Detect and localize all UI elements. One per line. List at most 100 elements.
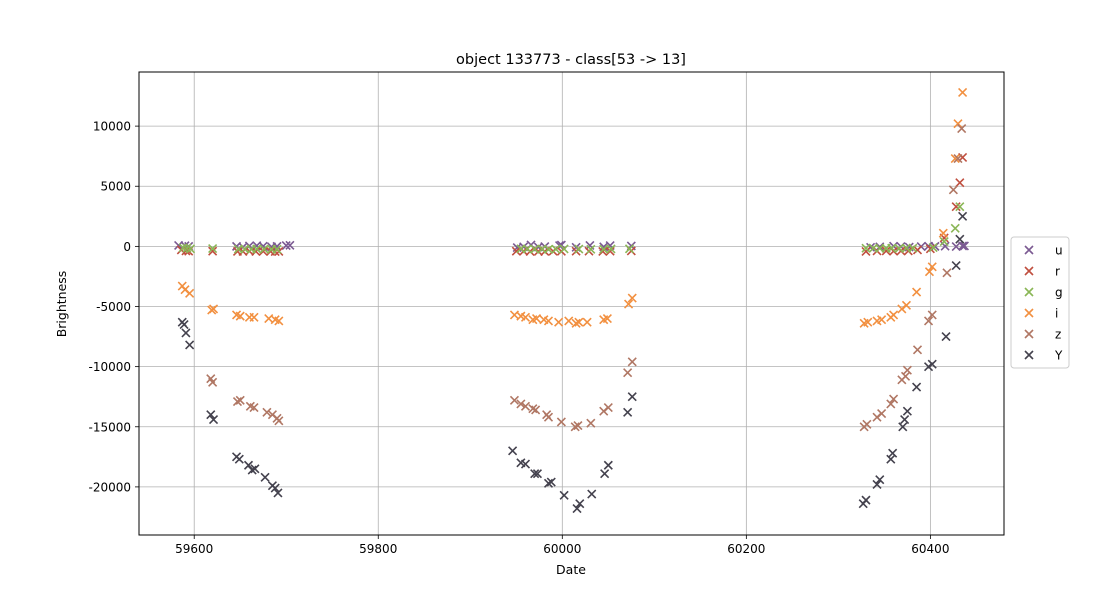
data-point-u bbox=[958, 241, 968, 251]
data-point-z bbox=[927, 310, 937, 320]
x-tick-label: 59600 bbox=[175, 542, 213, 556]
data-point-z bbox=[953, 154, 963, 164]
data-point-z bbox=[586, 418, 596, 428]
data-point-Y bbox=[955, 234, 965, 244]
x-tick-label: 60400 bbox=[911, 542, 949, 556]
data-point-i bbox=[185, 288, 195, 298]
data-point-Y bbox=[941, 332, 951, 342]
data-point-g bbox=[252, 244, 262, 254]
data-point-i bbox=[950, 154, 960, 164]
data-point-Y bbox=[861, 495, 871, 505]
data-point-z bbox=[902, 365, 912, 375]
data-point-z bbox=[509, 395, 520, 405]
legend-marker-r bbox=[1024, 266, 1034, 276]
data-point-i bbox=[901, 300, 912, 310]
data-point-u bbox=[272, 241, 282, 251]
data-point-z bbox=[274, 416, 284, 426]
data-point-Y bbox=[543, 478, 554, 488]
data-point-r bbox=[605, 246, 615, 256]
data-point-i bbox=[208, 304, 219, 314]
chart-title: object 133773 - class[53 -> 13] bbox=[456, 52, 686, 68]
data-point-i bbox=[235, 311, 245, 321]
data-point-z bbox=[528, 404, 538, 414]
legend-label-z: z bbox=[1055, 328, 1061, 342]
data-point-Y bbox=[572, 503, 582, 514]
data-point-Y bbox=[234, 454, 244, 464]
data-point-g bbox=[272, 244, 282, 254]
data-point-u bbox=[281, 240, 291, 251]
legend-label-i: i bbox=[1055, 307, 1058, 321]
x-axis-label: Date bbox=[556, 562, 586, 577]
data-point-Y bbox=[520, 459, 531, 469]
data-point-Y bbox=[208, 414, 219, 425]
data-point-g bbox=[908, 243, 918, 253]
data-point-Y bbox=[902, 406, 912, 416]
data-point-g bbox=[522, 244, 532, 254]
data-point-Y bbox=[575, 499, 585, 509]
data-point-g bbox=[543, 244, 554, 254]
data-point-g bbox=[606, 244, 616, 254]
y-tick-label: -5000 bbox=[96, 300, 131, 314]
data-point-g bbox=[928, 243, 938, 253]
data-point-Y bbox=[951, 261, 961, 271]
data-point-g bbox=[551, 244, 561, 254]
data-point-z bbox=[556, 417, 566, 427]
data-point-g bbox=[574, 244, 584, 254]
data-point-z bbox=[912, 345, 923, 355]
data-point-g bbox=[586, 244, 596, 254]
data-point-Y bbox=[958, 211, 968, 221]
data-point-g bbox=[259, 244, 269, 254]
series-i bbox=[177, 87, 968, 328]
data-point-Y bbox=[603, 460, 613, 470]
data-point-i bbox=[274, 316, 284, 326]
data-point-r bbox=[925, 244, 935, 254]
data-point-z bbox=[957, 123, 967, 134]
data-point-Y bbox=[247, 465, 257, 475]
legend-marker-Y bbox=[1024, 350, 1034, 360]
data-point-i bbox=[249, 312, 259, 322]
data-point-Y bbox=[600, 469, 610, 479]
data-point-z bbox=[942, 268, 952, 278]
y-tick-label: -15000 bbox=[88, 420, 131, 434]
data-point-g bbox=[894, 243, 904, 253]
series-Y bbox=[177, 211, 968, 514]
x-tick-label: 59800 bbox=[359, 542, 397, 556]
data-point-i bbox=[520, 312, 531, 322]
data-point-i bbox=[574, 317, 584, 327]
data-point-z bbox=[886, 399, 896, 409]
grid-lines bbox=[139, 72, 1004, 535]
data-point-Y bbox=[250, 464, 260, 474]
data-point-z bbox=[627, 357, 637, 367]
series-g bbox=[178, 202, 965, 254]
data-point-z bbox=[531, 405, 541, 415]
data-point-r bbox=[955, 178, 965, 188]
data-point-u bbox=[959, 241, 969, 251]
data-point-z bbox=[623, 368, 633, 378]
axis-ticks: 59600 59800 60000 60200 60400 -20000 -15000 -10… bbox=[88, 120, 949, 556]
data-point-Y bbox=[927, 359, 937, 369]
data-point-Y bbox=[530, 469, 540, 479]
data-point-z bbox=[948, 185, 958, 195]
y-tick-label: -10000 bbox=[88, 360, 131, 374]
data-point-g bbox=[861, 243, 871, 253]
data-point-Y bbox=[273, 488, 283, 498]
data-point-Y bbox=[898, 422, 908, 432]
data-point-Y bbox=[627, 392, 637, 402]
data-point-Y bbox=[185, 340, 195, 350]
data-point-z bbox=[232, 396, 243, 407]
data-point-z bbox=[520, 401, 531, 411]
data-point-i bbox=[582, 317, 592, 327]
y-axis-label: Brightness bbox=[54, 271, 69, 338]
y-tick-label: -20000 bbox=[88, 480, 131, 494]
data-point-r bbox=[861, 246, 871, 256]
legend-label-r: r bbox=[1055, 265, 1060, 279]
y-tick-label: 0 bbox=[123, 240, 131, 254]
data-point-i bbox=[938, 228, 948, 238]
data-point-g bbox=[178, 243, 188, 253]
data-point-i bbox=[912, 287, 922, 297]
data-point-z bbox=[923, 316, 934, 326]
data-point-i bbox=[863, 317, 873, 327]
data-point-r bbox=[208, 246, 218, 256]
series-z bbox=[206, 123, 967, 432]
